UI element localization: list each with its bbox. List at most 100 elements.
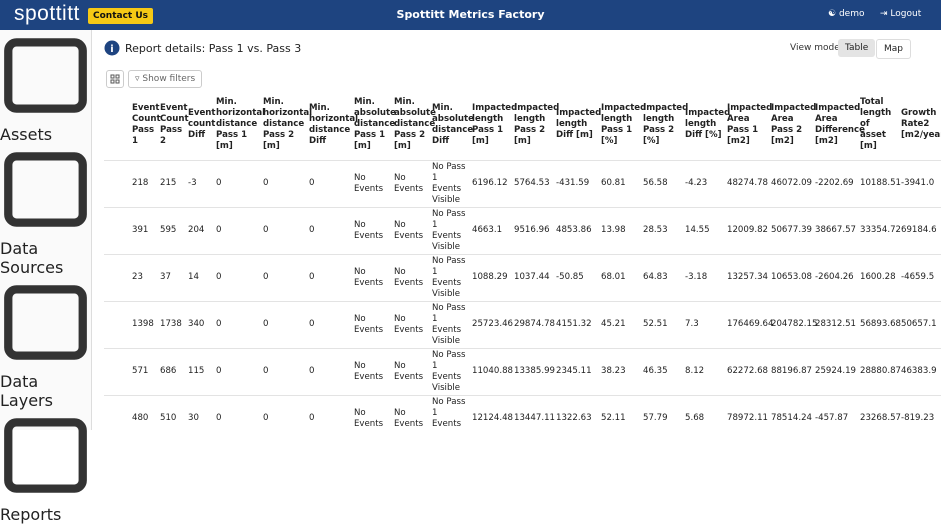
map-cell [104,347,130,395]
table-cell: 60.81 [599,159,641,207]
column-header: Event Count Pass 2 [160,102,189,146]
table-cell: 52.11 [599,394,641,430]
map-button[interactable] [106,364,128,379]
table-cell: 0 [214,253,261,301]
table-cell: -3 [186,159,214,207]
map-button[interactable] [106,176,128,191]
table-cell: 33354.72 [858,206,901,254]
logout-button[interactable]: ⇥ Logout [880,9,922,19]
table-cell: 37 [158,253,186,301]
table-cell: 1088.29 [470,253,512,301]
sidebar-icon [4,418,87,493]
table-cell: 8.12 [683,347,725,395]
table-cell: 215 [158,159,186,207]
table-cell: 115 [186,347,214,395]
report-table: Event Count Pass 1 Event Count Pass 2 Even… [104,90,941,430]
grid-toggle[interactable] [106,70,124,88]
map-icon [106,223,118,234]
table-cell: 595 [158,206,186,254]
table-cell: 1600.28 [858,253,899,301]
user-menu[interactable]: ☯ demo [828,9,865,19]
table-cell: 28880.87 [858,347,901,395]
map-icon [106,364,118,375]
table-cell: -457.87 [813,394,858,430]
table-cell: -4659.5 [899,253,941,301]
table-cell: 0 [261,253,307,301]
table-cell: 64.83 [641,253,683,301]
table-cell: 12124.48 [470,394,513,430]
table-cell: 0 [261,394,307,430]
sidebar-label: Data Layers [0,372,53,410]
column-header: Impacted length Pass 2 [%] [643,102,689,146]
column-header: Min. horizontal distance Pass 1 [m] [216,97,266,152]
table-cell: 30 [186,394,214,430]
column-header: Impacted Area Pass 2 [m2] [771,102,817,146]
map-button[interactable] [106,223,128,238]
table-cell: 571 [130,347,158,395]
table-cell: 56.58 [641,159,683,207]
table-cell: -819.23 [899,394,941,430]
map-button[interactable] [106,270,128,285]
table-cell: 480 [130,394,158,430]
table-cell: 510 [158,394,186,430]
table-cell: No Events [392,206,430,254]
map-icon [106,411,118,422]
table-cell: 14 [186,253,214,301]
table-cell: 1398 [130,300,158,348]
table-cell: No Pass 1 Events Visible [430,206,470,254]
table-cell: 0 [214,206,261,254]
logout-label: Logout [890,9,922,19]
table-cell: 29874.78 [512,300,555,348]
table-cell: 0 [307,253,352,301]
column-header: Min. horizontal distance Diff [309,102,359,146]
table-cell: 0 [214,159,261,207]
table-cell: 28.53 [641,206,683,254]
show-filters-button[interactable]: ▿ Show filters [128,70,203,88]
view-mode-button[interactable]: Table [838,39,876,57]
table-cell: No Events [392,253,430,301]
table-cell: No Events [352,159,392,207]
table-cell: No Events [392,394,430,430]
table-cell: 88196.87 [769,347,813,395]
table-cell: -2202.69 [813,159,858,207]
table-cell: 46.35 [641,347,683,395]
table-cell: 45.21 [599,300,641,348]
table-cell: -3941.0 [899,159,941,207]
table-cell: 57.79 [641,394,683,430]
table-cell: 204782.15 [769,300,817,348]
table-cell: No Events [352,253,392,301]
table-cell: 218 [130,159,158,207]
map-button[interactable] [106,317,128,332]
table-cell: No Pass 1 Events Visible [430,347,470,395]
map-button[interactable] [106,411,128,426]
table-cell: 10188.51 [858,159,901,207]
view-mode-button[interactable]: Map [876,39,911,59]
map-cell [104,253,130,301]
sidebar-icon [4,38,87,113]
sidebar-item[interactable]: Data Sources [0,144,91,277]
table-cell: 13.98 [599,206,641,254]
column-header: Total length of asset [m] [860,97,892,152]
sidebar-icon [4,285,87,360]
table-cell: 0 [307,206,352,254]
table-cell: 12009.82 [725,206,769,254]
sidebar-item[interactable]: Assets [0,30,91,144]
table-cell: 46072.09 [769,159,813,207]
logo[interactable]: spottitt [14,2,80,25]
map-cell [104,206,130,254]
sidebar-item[interactable]: Reports [0,410,91,524]
sidebar-item[interactable]: Data Layers [0,277,91,410]
contact-button[interactable]: Contact Us [88,8,154,24]
column-header: Impacted length Pass 1 [m] [472,102,518,146]
map-cell [104,159,130,207]
table-cell: No Pass 1 Events Visible [430,300,470,348]
table-cell: 4853.86 [554,206,599,254]
table-cell: 25924.19 [813,347,858,395]
table-cell: 13447.11 [512,394,555,430]
top-bar: spottitt Contact Us Spottitt Metrics Fac… [0,0,941,30]
table-cell: 50657.1 [899,300,941,348]
table-cell: 0 [214,347,261,395]
column-header: Impacted Area Difference [m2] [815,102,865,146]
table-cell: -3.18 [683,253,725,301]
table-cell: -2604.26 [813,253,858,301]
